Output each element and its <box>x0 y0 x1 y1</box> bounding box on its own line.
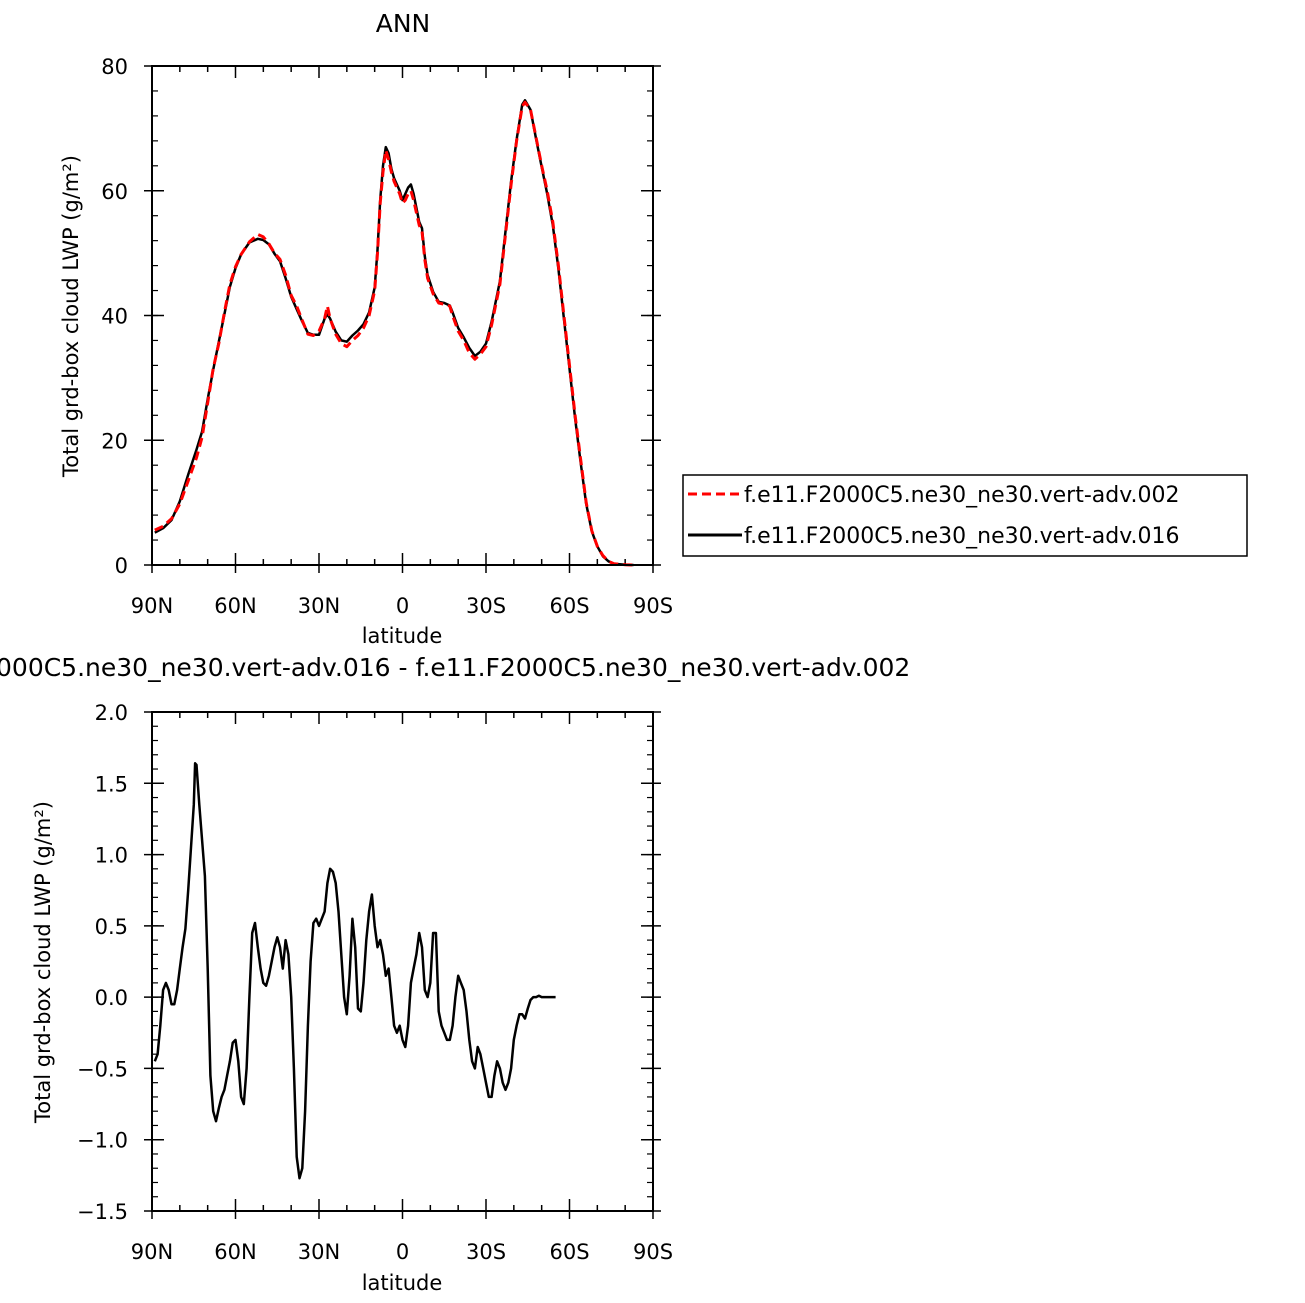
bottom-x-tick-label: 90S <box>633 1240 673 1264</box>
top-y-tick-label: 80 <box>101 55 128 79</box>
top-y-axis-label: Total grd-box cloud LWP (g/m²) <box>59 155 83 478</box>
bottom-x-tick-label: 90N <box>131 1240 173 1264</box>
bottom-panel: f.e11.F2000C5.ne30_ne30.vert-adv.016 - f… <box>0 653 910 1295</box>
bottom-plot-frame <box>151 711 654 1212</box>
bottom-x-tick-label: 60S <box>549 1240 589 1264</box>
top-series-line-0 <box>154 100 634 567</box>
bottom-x-axis-label: latitude <box>362 1271 443 1295</box>
top-series <box>154 99 634 567</box>
bottom-x-tick-label: 30N <box>298 1240 340 1264</box>
bottom-y-tick-label: 1.0 <box>95 844 128 868</box>
legend-label-exp1: f.e11.F2000C5.ne30_ne30.vert-adv.002 <box>744 483 1180 508</box>
top-y-tick-label: 60 <box>101 180 128 204</box>
top-axes: 90N 60N 30N 0 30S 60S 90S 0 20 40 60 80 <box>101 55 673 618</box>
bottom-y-tick-label: −1.5 <box>77 1200 128 1224</box>
top-x-tick-label: 0 <box>396 594 409 618</box>
top-chart-title: ANN <box>376 9 431 38</box>
bottom-y-axis-label: Total grd-box cloud LWP (g/m²) <box>31 801 55 1124</box>
top-x-tick-label: 90S <box>633 594 673 618</box>
top-panel: ANN 90N 60N 30N 0 30S 60S 90S 0 20 40 60 80 latitud… <box>59 9 673 648</box>
bottom-x-tick-label: 0 <box>396 1240 409 1264</box>
top-y-tick-label: 40 <box>101 305 128 329</box>
top-x-tick-label: 30N <box>298 594 340 618</box>
top-x-axis-label: latitude <box>362 624 443 648</box>
bottom-x-tick-label: 30S <box>466 1240 506 1264</box>
bottom-y-tick-label: −0.5 <box>77 1057 128 1081</box>
top-y-tick-label: 20 <box>101 429 128 453</box>
bottom-y-tick-label: 2.0 <box>95 701 128 725</box>
top-x-tick-label: 60N <box>214 594 256 618</box>
bottom-y-tick-label: 1.5 <box>95 772 128 796</box>
bottom-y-tick-label: −1.0 <box>77 1129 128 1153</box>
legend-label-exp2: f.e11.F2000C5.ne30_ne30.vert-adv.016 <box>744 524 1180 549</box>
legend: f.e11.F2000C5.ne30_ne30.vert-adv.002 f.e… <box>682 474 1248 557</box>
bottom-series-line-0 <box>153 762 556 1180</box>
top-y-tick-label: 0 <box>115 554 128 578</box>
bottom-series <box>153 762 556 1180</box>
bottom-chart-title: f.e11.F2000C5.ne30_ne30.vert-adv.016 - f… <box>0 653 910 682</box>
bottom-x-tick-label: 60N <box>214 1240 256 1264</box>
top-x-tick-label: 90N <box>131 594 173 618</box>
top-plot-frame <box>151 65 654 566</box>
top-x-tick-label: 30S <box>466 594 506 618</box>
top-x-tick-label: 60S <box>549 594 589 618</box>
top-series-line-1 <box>154 99 634 567</box>
legend-box <box>682 474 1248 557</box>
bottom-y-tick-label: 0.5 <box>95 915 128 939</box>
bottom-y-tick-label: 0.0 <box>95 986 128 1010</box>
